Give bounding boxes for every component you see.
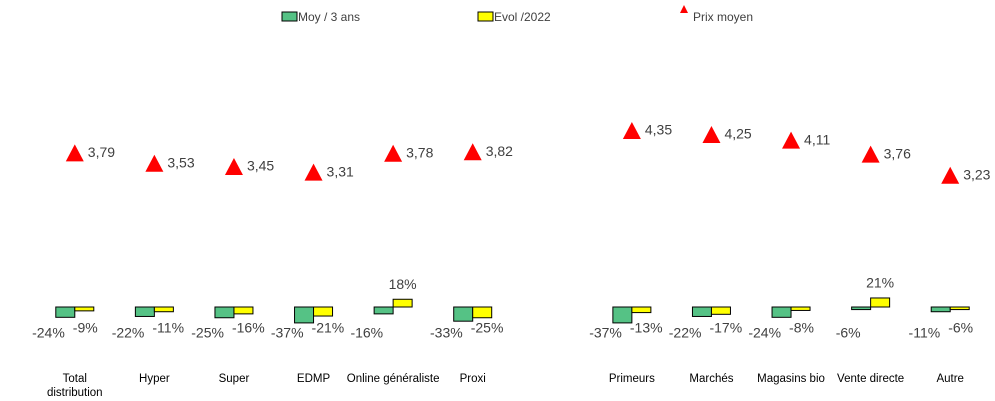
bar bbox=[153, 306, 174, 313]
x-tick-label: Autre bbox=[936, 373, 964, 385]
data-label: 3,82 bbox=[486, 143, 513, 159]
legend-label: Evol /2022 bbox=[494, 10, 551, 24]
price-marker bbox=[65, 144, 84, 162]
data-label: -13% bbox=[630, 320, 663, 336]
x-tick-label: Online généraliste bbox=[346, 373, 440, 385]
bar bbox=[74, 306, 95, 312]
data-label: -24% bbox=[32, 325, 65, 341]
data-label: -16% bbox=[232, 320, 265, 336]
legend-label: Prix moyen bbox=[693, 10, 753, 24]
data-label: -6% bbox=[836, 325, 861, 341]
x-tick-label: EDMP bbox=[296, 373, 331, 385]
data-label: -11% bbox=[909, 325, 941, 341]
bar bbox=[631, 306, 652, 314]
data-label: 3,31 bbox=[327, 163, 354, 179]
price-marker bbox=[384, 144, 403, 162]
price-marker bbox=[224, 158, 243, 175]
legend-marker bbox=[477, 11, 494, 22]
x-tick-label: Primeurs bbox=[608, 373, 655, 385]
bar bbox=[710, 306, 731, 315]
data-label: -21% bbox=[312, 320, 345, 336]
legend-marker bbox=[281, 11, 298, 22]
bar bbox=[949, 306, 970, 311]
data-label: 3,79 bbox=[88, 144, 115, 160]
price-marker bbox=[861, 145, 880, 163]
bar bbox=[134, 306, 155, 317]
data-label: 3,23 bbox=[963, 167, 990, 183]
data-label: -17% bbox=[709, 320, 742, 336]
data-label: -25% bbox=[471, 320, 504, 336]
data-label: -22% bbox=[669, 325, 702, 341]
data-label: -37% bbox=[589, 325, 622, 341]
price-marker bbox=[622, 122, 641, 139]
x-tick-label: Proxi bbox=[459, 373, 486, 385]
data-label: -8% bbox=[789, 320, 814, 336]
bar bbox=[851, 306, 872, 311]
data-label: -6% bbox=[948, 320, 973, 336]
bar bbox=[233, 306, 254, 315]
data-label: -25% bbox=[191, 325, 224, 341]
bar bbox=[55, 306, 76, 318]
bar bbox=[930, 306, 951, 313]
data-label: -22% bbox=[112, 325, 145, 341]
data-label: -24% bbox=[748, 325, 781, 341]
x-tick-label: Vente directe bbox=[837, 373, 905, 385]
bar bbox=[313, 306, 334, 317]
price-marker bbox=[782, 131, 801, 149]
bar bbox=[373, 306, 394, 315]
legend-marker bbox=[680, 5, 688, 13]
data-label: 3,45 bbox=[247, 158, 274, 174]
bar bbox=[870, 297, 891, 308]
price-marker bbox=[941, 166, 960, 184]
bar bbox=[612, 306, 633, 324]
price-marker bbox=[304, 163, 323, 181]
bar bbox=[790, 306, 811, 311]
x-tick-label: Super bbox=[218, 373, 250, 385]
data-label: 4,25 bbox=[724, 126, 751, 142]
bar bbox=[771, 306, 792, 318]
data-label: -11% bbox=[152, 320, 184, 336]
data-label: -9% bbox=[73, 320, 98, 336]
x-tick-label: Total distribution bbox=[46, 373, 103, 399]
x-tick-label: Magasins bio bbox=[757, 373, 825, 385]
data-label: -33% bbox=[430, 325, 463, 341]
price-marker bbox=[702, 126, 721, 143]
data-label: 4,11 bbox=[804, 131, 830, 147]
x-tick-label: Hyper bbox=[139, 373, 170, 385]
data-label: -37% bbox=[271, 325, 304, 341]
data-label: 4,35 bbox=[645, 122, 672, 138]
bar bbox=[214, 306, 235, 319]
data-label: 21% bbox=[866, 275, 894, 291]
legend-label: Moy / 3 ans bbox=[298, 10, 360, 24]
price-marker bbox=[145, 154, 164, 172]
data-label: 3,78 bbox=[406, 145, 433, 161]
data-label: 3,53 bbox=[167, 155, 194, 171]
bar bbox=[472, 306, 493, 319]
data-label: -16% bbox=[350, 325, 383, 341]
price-marker bbox=[463, 143, 482, 161]
data-label: 3,76 bbox=[884, 145, 911, 161]
x-tick-label: Marchés bbox=[689, 373, 734, 385]
data-label: 18% bbox=[389, 276, 417, 292]
bar bbox=[392, 298, 413, 308]
bar bbox=[691, 306, 712, 317]
